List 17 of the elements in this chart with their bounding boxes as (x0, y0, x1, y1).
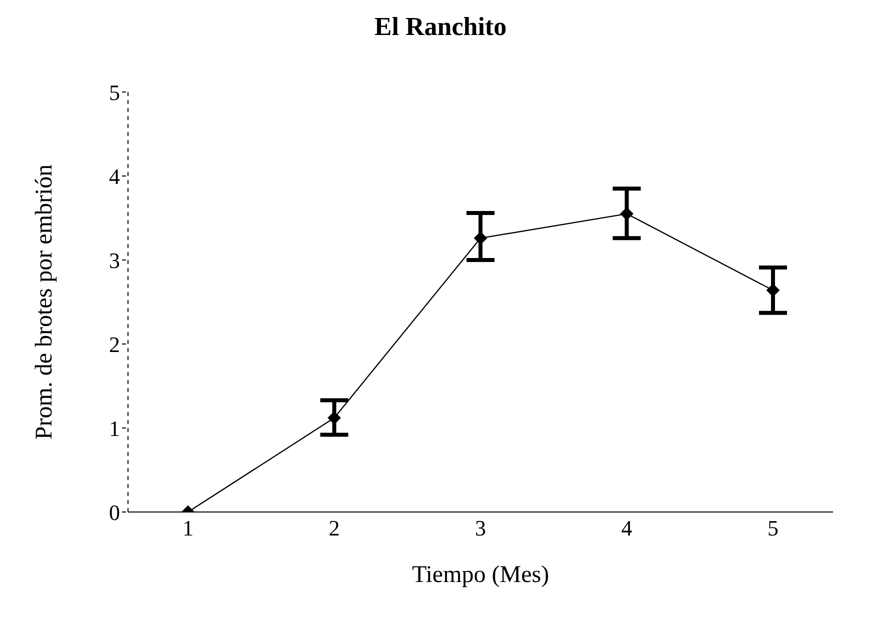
y-tick-label: 1 (109, 416, 120, 441)
x-tick-label: 3 (475, 516, 486, 541)
chart-title: El Ranchito (373, 12, 508, 43)
y-tick-label: 2 (109, 332, 120, 357)
y-tick-label: 3 (109, 248, 120, 273)
x-tick-label: 1 (182, 516, 194, 541)
y-axis-title: Prom. de brotes por embrión (32, 164, 58, 440)
point (766, 284, 780, 297)
point (474, 232, 487, 245)
x-tick-label: 5 (768, 516, 778, 541)
x-tick-label: 4 (621, 516, 632, 541)
x-axis-title: Tiempo (Mes) (412, 562, 550, 588)
y-tick-label: 5 (109, 80, 120, 105)
point (620, 207, 634, 220)
y-tick-label: 4 (109, 164, 120, 189)
y-tick-label: 0 (109, 500, 120, 525)
x-tick-label: 2 (328, 516, 340, 541)
